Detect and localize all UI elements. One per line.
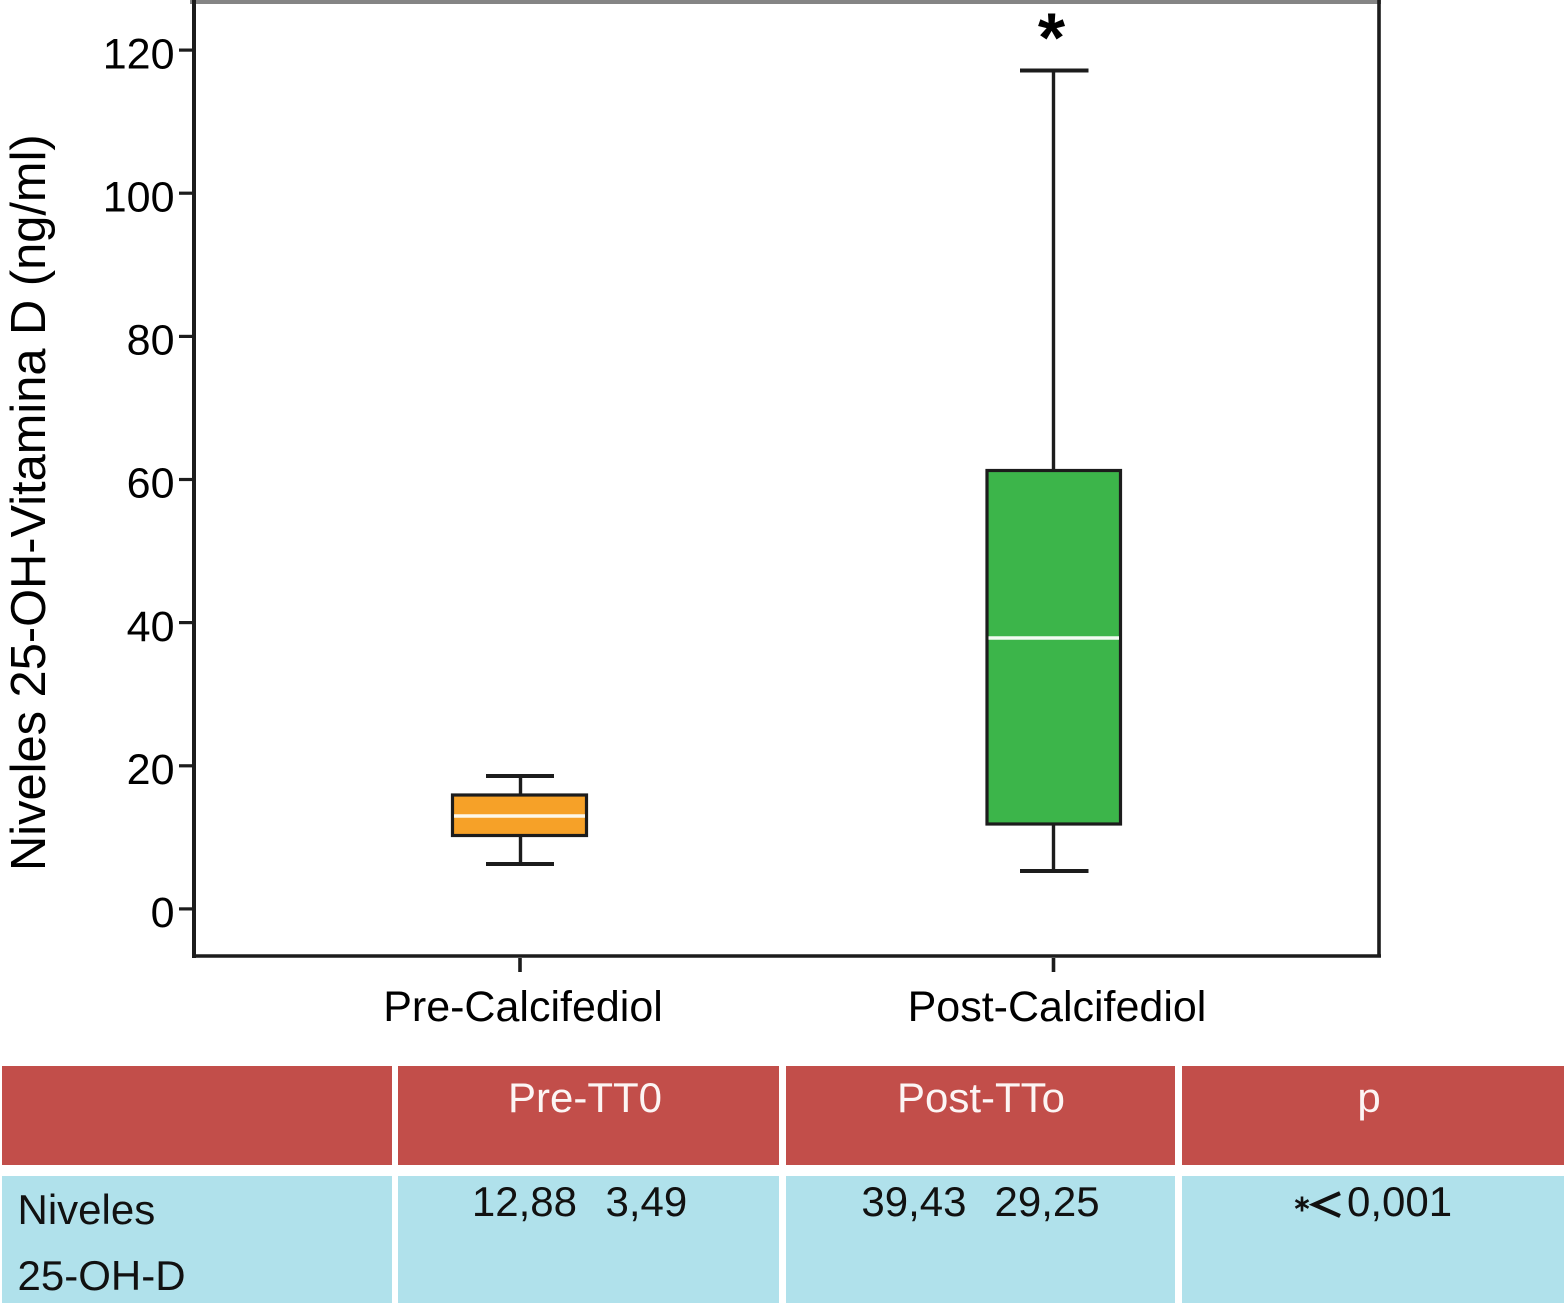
svg-text:120: 120	[103, 30, 175, 78]
svg-text:39,43: 39,43	[861, 1178, 966, 1225]
svg-text:29,25: 29,25	[995, 1178, 1100, 1225]
svg-text:60: 60	[127, 460, 175, 508]
svg-text:Niveles: Niveles	[18, 1186, 156, 1233]
svg-text:Pre-Calcifediol: Pre-Calcifediol	[383, 983, 663, 1031]
svg-text:25-OH-D: 25-OH-D	[18, 1252, 186, 1299]
svg-text:0: 0	[151, 889, 175, 937]
svg-text:12,88: 12,88	[472, 1178, 577, 1225]
svg-text:20: 20	[127, 746, 175, 794]
svg-text:0,001: 0,001	[1347, 1178, 1452, 1225]
svg-text:Post-TTo: Post-TTo	[897, 1074, 1065, 1121]
svg-text:Niveles 25-OH-Vitamina D (ng/m: Niveles 25-OH-Vitamina D (ng/ml)	[2, 134, 56, 871]
svg-text:80: 80	[127, 317, 175, 365]
svg-text:*: *	[1038, 0, 1066, 77]
svg-text:100: 100	[103, 173, 175, 221]
svg-text:p: p	[1357, 1074, 1380, 1121]
svg-text:3,49: 3,49	[606, 1178, 688, 1225]
svg-text:Pre-TT0: Pre-TT0	[508, 1074, 662, 1121]
svg-text:Post-Calcifediol: Post-Calcifediol	[908, 983, 1207, 1031]
svg-text:40: 40	[127, 603, 175, 651]
